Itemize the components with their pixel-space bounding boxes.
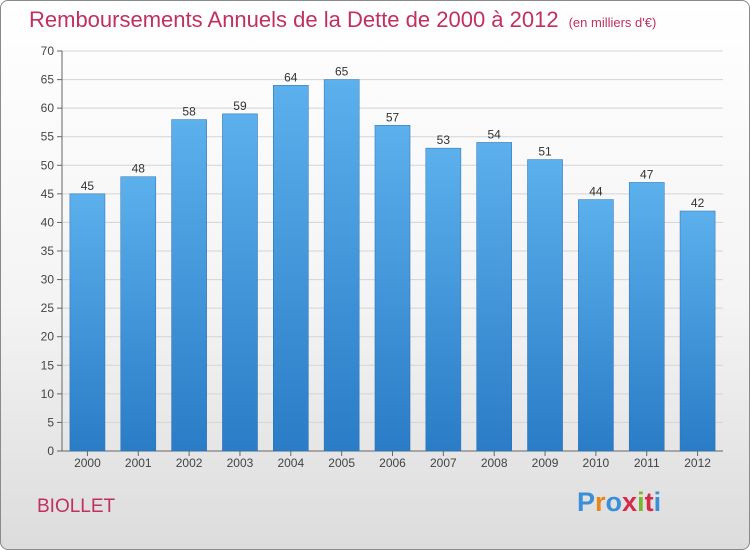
y-tick-label: 45: [41, 187, 55, 201]
chart-title: Remboursements Annuels de la Dette de 20…: [29, 7, 559, 32]
place-name: BIOLLET: [37, 496, 116, 517]
data-label-2008: 54: [488, 127, 502, 141]
data-label-2004: 64: [284, 70, 298, 84]
y-tick-label: 65: [41, 73, 55, 87]
data-label-2012: 42: [691, 196, 705, 210]
bar-2008: [476, 142, 512, 452]
data-labels: 45 48 58 59 64 65 57 53 54 51 44 47 42: [81, 65, 705, 210]
bar-2005: [323, 79, 360, 452]
bar-2000: [69, 193, 106, 452]
y-tick-label: 0: [47, 444, 54, 458]
logo-letter: t: [644, 487, 654, 517]
logo-letter: x: [622, 487, 638, 517]
bar-2002: [171, 119, 207, 452]
y-tick-label: 55: [41, 130, 55, 144]
x-axis-ticks: 2000 2001 2002 2003 2004 2005 2006 2007 2008 2009…: [74, 451, 711, 470]
x-tick-label-2009: 2009: [532, 456, 559, 470]
y-tick-label: 70: [41, 44, 55, 58]
bar-2003: [222, 113, 258, 452]
data-label-2010: 44: [589, 185, 603, 199]
logo-letter: i: [653, 487, 662, 517]
y-tick-label: 25: [41, 301, 55, 315]
bar-2007: [425, 147, 462, 452]
y-tick-label: 5: [47, 415, 54, 429]
data-label-2009: 51: [538, 145, 552, 159]
bar-2004: [273, 85, 309, 452]
x-tick-label-2002: 2002: [176, 456, 203, 470]
bar-2006: [374, 125, 411, 452]
data-label-2003: 59: [233, 99, 247, 113]
chart-subtitle: (en milliers d'€): [568, 15, 657, 30]
data-label-2006: 57: [386, 110, 400, 124]
y-tick-label: 40: [41, 215, 55, 229]
bars: [69, 79, 716, 452]
x-tick-label-2010: 2010: [583, 456, 610, 470]
x-tick-label-2000: 2000: [74, 456, 101, 470]
data-label-2005: 65: [335, 65, 349, 79]
logo-letter: r: [595, 487, 606, 517]
x-tick-label-2004: 2004: [277, 456, 304, 470]
x-tick-label-2005: 2005: [328, 456, 355, 470]
data-label-2001: 48: [132, 162, 146, 176]
x-tick-label-2008: 2008: [481, 456, 508, 470]
logo-letter: o: [605, 487, 623, 517]
x-tick-label-2012: 2012: [684, 456, 711, 470]
bar-2011: [628, 182, 665, 452]
bar-2009: [527, 159, 563, 452]
y-axis-ticks: 0 5 10 15 20 25 30 35 40 45 50 55 60 65 70: [41, 44, 62, 458]
data-label-2000: 45: [81, 179, 95, 193]
y-tick-label: 15: [41, 358, 55, 372]
data-label-2007: 53: [437, 133, 451, 147]
x-tick-label-2006: 2006: [379, 456, 406, 470]
x-tick-label-2007: 2007: [430, 456, 457, 470]
y-tick-label: 35: [41, 244, 55, 258]
logo-letter: i: [637, 487, 645, 517]
x-tick-label-2011: 2011: [634, 456, 660, 470]
proxiti-logo: Proxiti: [577, 487, 661, 518]
data-label-2011: 47: [640, 167, 654, 181]
logo-letter: P: [577, 487, 596, 517]
title-row: Remboursements Annuels de la Dette de 20…: [29, 7, 656, 33]
y-tick-label: 20: [41, 330, 55, 344]
bar-2010: [578, 199, 614, 452]
bar-2012: [679, 210, 716, 452]
y-tick-label: 10: [41, 387, 55, 401]
y-tick-label: 50: [41, 158, 55, 172]
bar-2001: [120, 176, 157, 452]
x-tick-label-2001: 2001: [125, 456, 152, 470]
x-tick-label-2003: 2003: [227, 456, 254, 470]
y-tick-label: 60: [41, 101, 55, 115]
data-label-2002: 58: [182, 105, 196, 119]
y-tick-label: 30: [41, 273, 55, 287]
